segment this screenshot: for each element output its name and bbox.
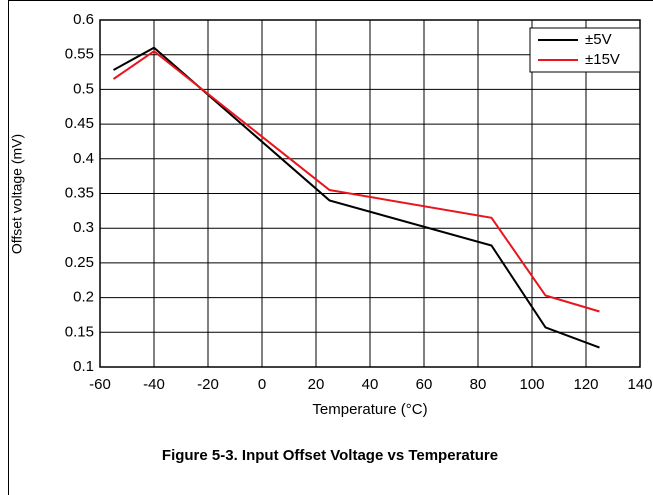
y-tick-label: 0.1 — [73, 358, 94, 375]
y-tick-label: 0.3 — [73, 219, 94, 236]
legend-label: ±15V — [585, 51, 620, 68]
x-tick-label: 40 — [362, 376, 379, 393]
legend-box — [529, 27, 641, 73]
x-tick-label: 120 — [573, 376, 598, 393]
y-axis-label: Offset voltage (mV) — [9, 134, 25, 254]
y-tick-label: 0.35 — [65, 184, 94, 201]
series-line — [112, 49, 600, 313]
y-tick-label: 0.55 — [65, 46, 94, 63]
y-tick-label: 0.45 — [65, 115, 94, 132]
y-tick-label: 0.5 — [73, 80, 94, 97]
x-tick-label: -20 — [197, 376, 219, 393]
x-axis-label: Temperature (°C) — [312, 401, 427, 418]
plot-border — [99, 19, 641, 368]
x-tick-label: 60 — [416, 376, 433, 393]
x-tick-label: -40 — [143, 376, 165, 393]
legend-label: ±5V — [585, 31, 612, 48]
x-tick-label: 100 — [519, 376, 544, 393]
y-tick-label: 0.2 — [73, 289, 94, 306]
y-tick-label: 0.25 — [65, 254, 94, 271]
x-tick-label: 80 — [470, 376, 487, 393]
y-tick-label: 0.4 — [73, 150, 94, 167]
x-tick-label: -60 — [89, 376, 111, 393]
y-tick-label: 0.15 — [65, 323, 94, 340]
series-line — [113, 46, 600, 349]
frame — [8, 0, 653, 495]
caption: Figure 5-3. Input Offset Voltage vs Temp… — [162, 447, 498, 464]
x-tick-label: 0 — [258, 376, 266, 393]
y-tick-label: 0.6 — [73, 11, 94, 28]
x-tick-label: 140 — [627, 376, 652, 393]
x-tick-label: 20 — [308, 376, 325, 393]
